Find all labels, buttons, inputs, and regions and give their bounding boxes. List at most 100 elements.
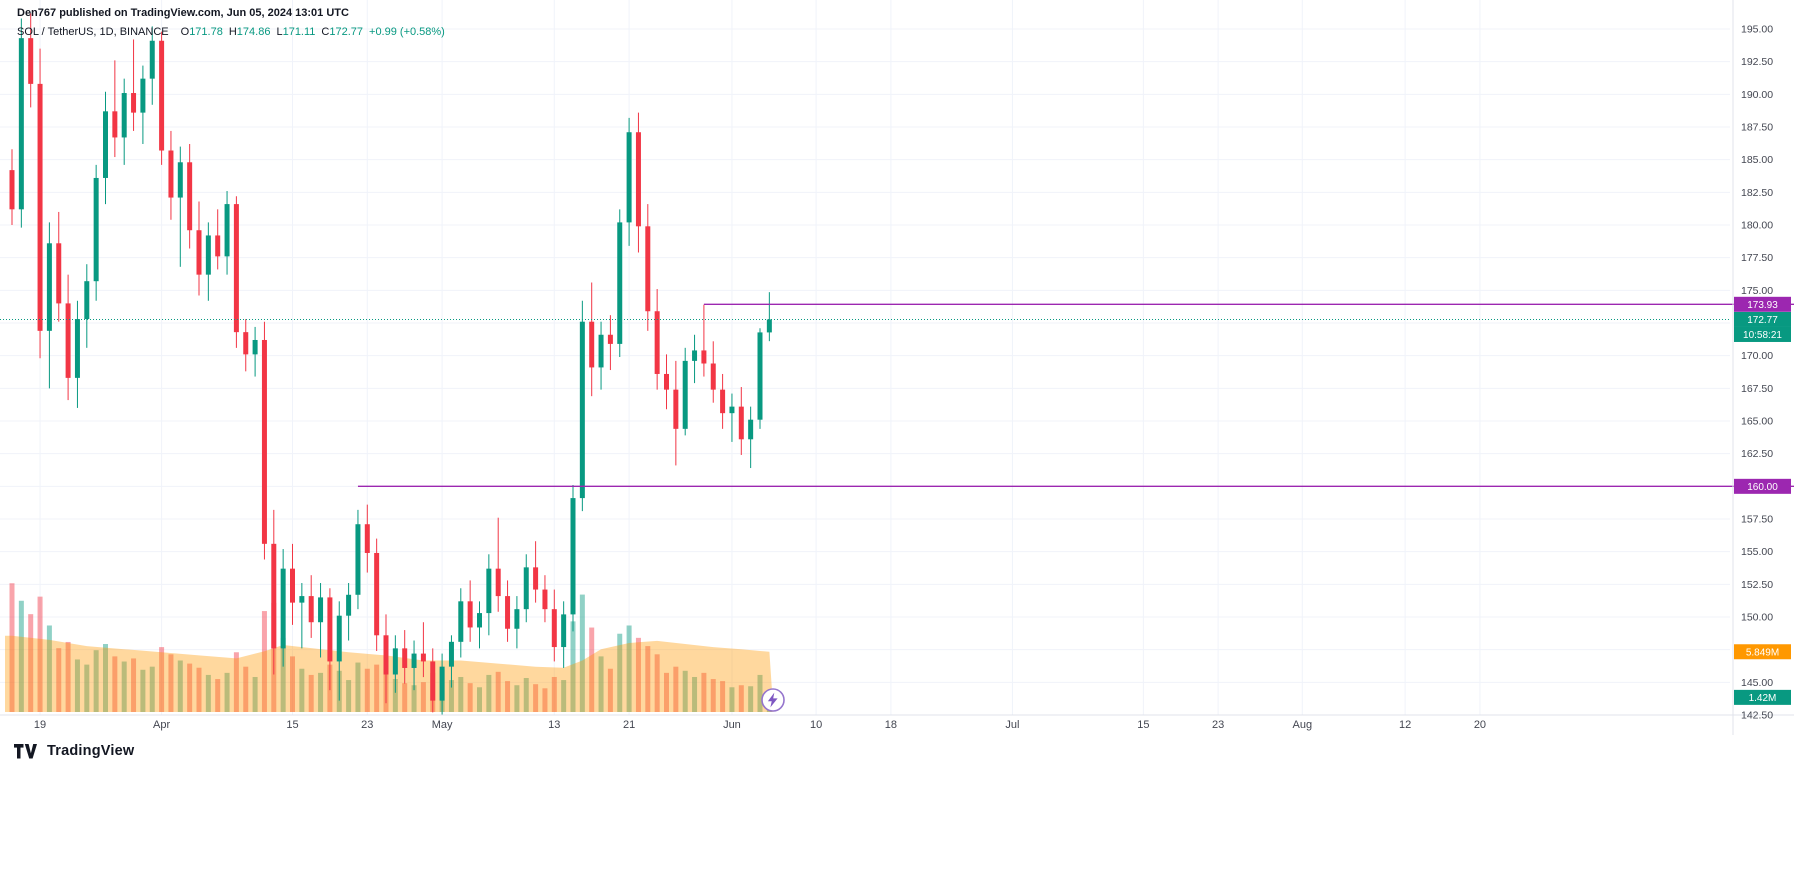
candle-body[interactable] xyxy=(318,597,324,623)
price-axis-chips[interactable]: 173.93 172.77 10:58:21 160.00 5.849M 1.42M xyxy=(1734,296,1791,705)
volume-bar[interactable] xyxy=(355,662,361,712)
candle-body[interactable] xyxy=(168,150,174,198)
candle-body[interactable] xyxy=(542,589,548,610)
volume-bar[interactable] xyxy=(18,600,24,712)
volume-bar[interactable] xyxy=(645,646,651,712)
axis-chip-173.93[interactable] xyxy=(1734,296,1791,312)
candle-body[interactable] xyxy=(252,339,258,355)
volume-bar[interactable] xyxy=(692,676,698,712)
volume-bar[interactable] xyxy=(93,650,99,712)
candle-body[interactable] xyxy=(654,311,660,374)
candle-body[interactable] xyxy=(598,334,604,368)
volume-bar[interactable] xyxy=(505,681,511,712)
candle-body[interactable] xyxy=(757,332,763,420)
candle-body[interactable] xyxy=(579,321,585,499)
volume-bar[interactable] xyxy=(570,621,576,712)
volume-bar[interactable] xyxy=(121,661,127,712)
candle-body[interactable] xyxy=(159,40,165,151)
candle-body[interactable] xyxy=(308,596,314,623)
candle-body[interactable] xyxy=(46,243,52,331)
candle-body[interactable] xyxy=(149,40,155,79)
volume-bar[interactable] xyxy=(261,611,267,712)
lightning-boost-icon[interactable] xyxy=(760,687,786,713)
volume-bar[interactable] xyxy=(486,674,492,712)
volume-bar[interactable] xyxy=(308,674,314,712)
candle-body[interactable] xyxy=(551,609,557,648)
candle-body[interactable] xyxy=(271,543,277,649)
volume-bar[interactable] xyxy=(654,654,660,712)
candle-body[interactable] xyxy=(65,303,71,378)
axis-chip-160.00[interactable] xyxy=(1734,478,1791,494)
volume-bar[interactable] xyxy=(187,663,193,712)
candle-body[interactable] xyxy=(28,38,34,84)
volume-bar[interactable] xyxy=(710,679,716,712)
volume-bar[interactable] xyxy=(589,627,595,712)
volume-bar[interactable] xyxy=(9,583,15,712)
candle-body[interactable] xyxy=(327,597,333,662)
volume-bar[interactable] xyxy=(701,672,707,712)
volume-bar[interactable] xyxy=(159,647,165,712)
volume-bar[interactable] xyxy=(392,679,398,712)
candle-body[interactable] xyxy=(486,568,492,614)
volume-bar[interactable] xyxy=(346,680,352,712)
volume-bar[interactable] xyxy=(224,672,230,712)
volume-bar[interactable] xyxy=(664,672,669,712)
volume-bar[interactable] xyxy=(196,667,202,712)
candle-body[interactable] xyxy=(205,235,211,275)
volume-bar[interactable] xyxy=(748,686,754,712)
candle-body[interactable] xyxy=(299,596,305,603)
candle-body[interactable] xyxy=(533,567,539,590)
candle-body[interactable] xyxy=(607,334,613,344)
candle-body[interactable] xyxy=(448,641,454,667)
candle-body[interactable] xyxy=(458,601,464,642)
volume-bar[interactable] xyxy=(215,679,221,712)
candle-body[interactable] xyxy=(589,321,595,368)
candle-body[interactable] xyxy=(420,653,426,662)
volume-bar[interactable] xyxy=(458,676,464,712)
volume-bar[interactable] xyxy=(635,637,641,712)
candle-body[interactable] xyxy=(93,177,99,282)
candle-body[interactable] xyxy=(673,389,679,429)
volume-bar[interactable] xyxy=(420,682,426,712)
candle-body[interactable] xyxy=(495,568,501,597)
candle-body[interactable] xyxy=(243,332,249,355)
candle-body[interactable] xyxy=(729,406,735,414)
candle-body[interactable] xyxy=(645,226,651,312)
volume-bar[interactable] xyxy=(140,669,146,712)
volume-bar[interactable] xyxy=(205,674,211,712)
candle-body[interactable] xyxy=(738,406,744,440)
candle-body[interactable] xyxy=(570,498,576,615)
volume-bar[interactable] xyxy=(46,625,52,712)
candle-body[interactable] xyxy=(9,170,15,210)
volume-bar[interactable] xyxy=(280,637,286,712)
volume-bar[interactable] xyxy=(149,666,155,712)
volume-bar[interactable] xyxy=(626,625,632,712)
candle-body[interactable] xyxy=(37,83,43,331)
volume-bar[interactable] xyxy=(682,670,688,712)
volume-bar[interactable] xyxy=(74,659,80,712)
candle-body[interactable] xyxy=(664,373,669,390)
time-axis-labels[interactable]: 19 Apr 15 23 May 13 21 Jun 10 18 Jul 15 23 Aug 12 20 xyxy=(34,719,1486,731)
candle-body[interactable] xyxy=(103,111,108,178)
volume-bar[interactable] xyxy=(607,668,613,712)
volume-bar[interactable] xyxy=(28,614,34,712)
candle-body[interactable] xyxy=(224,204,230,257)
candle-body[interactable] xyxy=(523,567,529,610)
volume-bar[interactable] xyxy=(757,674,763,712)
candle-body[interactable] xyxy=(626,132,632,223)
axis-chip-5.849M[interactable] xyxy=(1734,644,1791,660)
volume-bar[interactable] xyxy=(243,666,249,712)
volume-bar[interactable] xyxy=(738,685,744,712)
volume-bar[interactable] xyxy=(720,681,726,712)
volume-bar[interactable] xyxy=(448,680,454,712)
candle-body[interactable] xyxy=(121,93,127,138)
candle-body[interactable] xyxy=(561,614,567,648)
candle-body[interactable] xyxy=(467,601,473,628)
candle-body[interactable] xyxy=(233,204,239,333)
candle-body[interactable] xyxy=(355,524,361,595)
volume-bar[interactable] xyxy=(467,683,473,712)
horizontal-rays[interactable] xyxy=(357,303,1794,488)
candle-body[interactable] xyxy=(84,281,90,320)
candle-body[interactable] xyxy=(748,419,754,440)
axis-chip-1.42M[interactable] xyxy=(1734,689,1791,705)
